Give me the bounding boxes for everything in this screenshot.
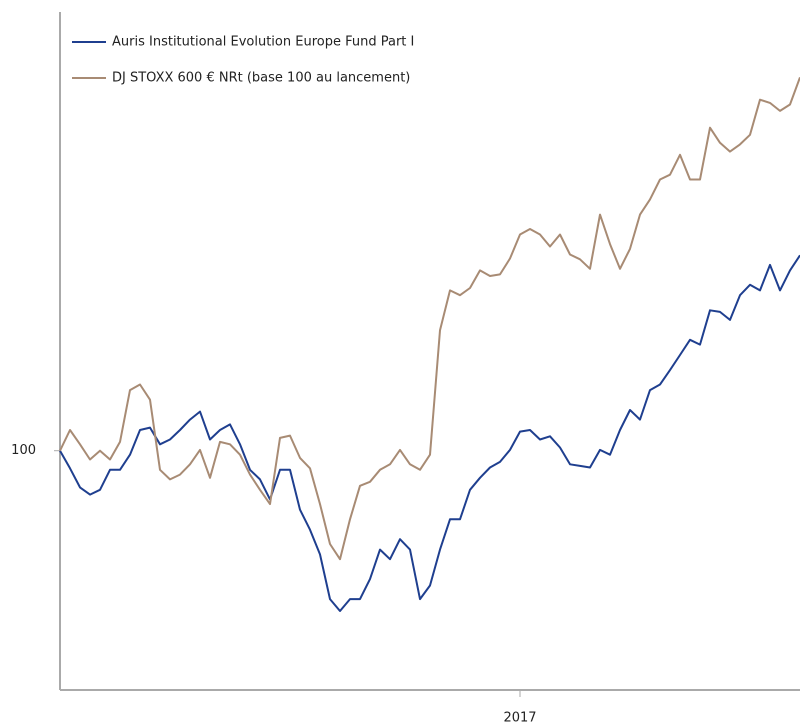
legend-label: Auris Institutional Evolution Europe Fun…: [112, 35, 414, 50]
x-tick-label: 2017: [503, 711, 536, 726]
legend-label: DJ STOXX 600 € NRt (base 100 au lancemen…: [112, 71, 410, 86]
y-tick-label: 100: [11, 443, 36, 458]
series-line: [59, 77, 800, 561]
series-line: [59, 254, 800, 612]
